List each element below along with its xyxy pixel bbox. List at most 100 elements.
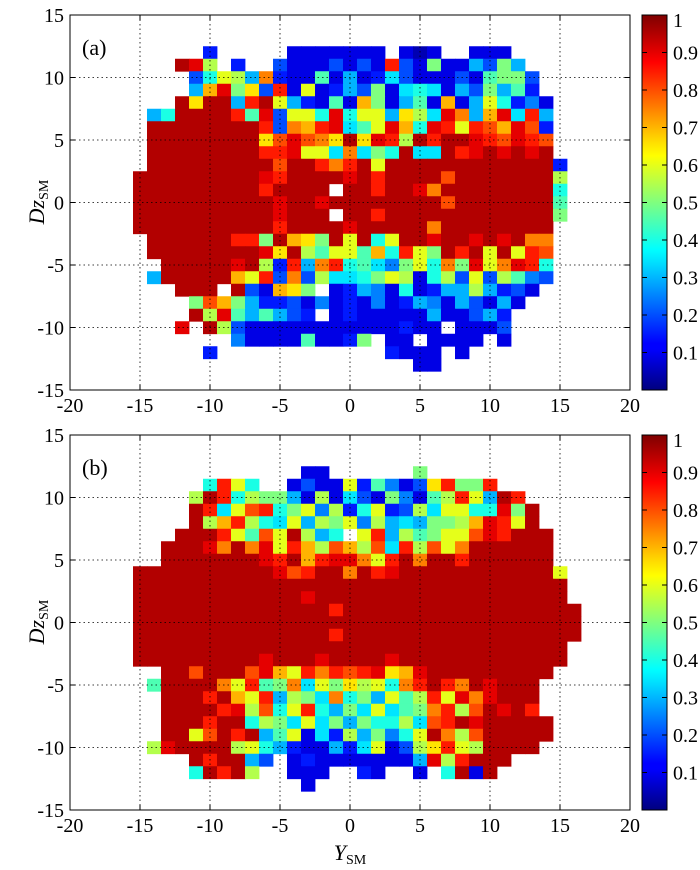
heatmap-cell <box>497 528 512 542</box>
heatmap-cell <box>161 653 176 667</box>
panel-b-label: (b) <box>82 455 108 480</box>
heatmap-cell <box>245 728 260 742</box>
heatmap-cell <box>287 271 302 285</box>
heatmap-cell <box>441 246 456 260</box>
heatmap-cell <box>385 96 400 110</box>
heatmap-cell <box>175 183 190 197</box>
heatmap-cell <box>161 591 176 605</box>
heatmap-cell <box>217 753 232 767</box>
heatmap-cell <box>287 308 302 322</box>
heatmap-cell <box>259 716 274 730</box>
heatmap-cell <box>483 628 498 642</box>
heatmap-cell <box>161 666 176 680</box>
heatmap-cell <box>399 121 414 135</box>
heatmap-cell <box>217 703 232 717</box>
heatmap-cell <box>343 96 358 110</box>
heatmap-cell <box>385 121 400 135</box>
heatmap-cell <box>497 71 512 85</box>
heatmap-cell <box>161 691 176 705</box>
heatmap-cell <box>147 171 162 185</box>
heatmap-cell <box>301 308 316 322</box>
heatmap-cell <box>287 108 302 122</box>
heatmap-cell <box>231 503 246 517</box>
heatmap-cell <box>273 208 288 222</box>
heatmap-cell <box>371 541 386 555</box>
heatmap-cell <box>315 271 330 285</box>
heatmap-cell <box>357 58 372 72</box>
heatmap-cell <box>203 666 218 680</box>
heatmap-cell <box>371 766 386 780</box>
heatmap-cell <box>203 46 218 60</box>
heatmap-cell <box>385 308 400 322</box>
heatmap-cell <box>483 553 498 567</box>
heatmap-cell <box>189 528 204 542</box>
y-tick-label: 10 <box>44 68 64 90</box>
heatmap-cell <box>357 716 372 730</box>
heatmap-cell <box>161 208 176 222</box>
heatmap-cell <box>539 728 554 742</box>
heatmap-cell <box>441 308 456 322</box>
heatmap-cell <box>371 83 386 97</box>
heatmap-cell <box>189 121 204 135</box>
heatmap-cell <box>525 516 540 530</box>
heatmap-cell <box>203 566 218 580</box>
heatmap-cell <box>273 553 288 567</box>
heatmap-cell <box>245 208 260 222</box>
heatmap-cell <box>245 333 260 347</box>
heatmap-cell <box>203 246 218 260</box>
heatmap-cell <box>175 716 190 730</box>
heatmap-cell <box>343 46 358 60</box>
heatmap-cell <box>301 246 316 260</box>
heatmap-cell <box>231 196 246 210</box>
heatmap-cell <box>329 516 344 530</box>
heatmap-cell <box>469 503 484 517</box>
heatmap-cell <box>231 71 246 85</box>
heatmap-cell <box>245 666 260 680</box>
heatmap-cell <box>203 158 218 172</box>
heatmap-cell <box>441 208 456 222</box>
heatmap-cell <box>147 183 162 197</box>
heatmap-cell <box>399 221 414 235</box>
heatmap-cell <box>469 628 484 642</box>
heatmap-cell <box>497 716 512 730</box>
heatmap-cell <box>357 566 372 580</box>
heatmap-cell <box>413 691 428 705</box>
heatmap-cell <box>567 628 582 642</box>
heatmap-cell <box>371 58 386 72</box>
heatmap-cell <box>469 753 484 767</box>
heatmap-cell <box>511 728 526 742</box>
heatmap-cell <box>315 83 330 97</box>
heatmap-cell <box>385 171 400 185</box>
heatmap-cell <box>245 591 260 605</box>
heatmap-cell <box>315 158 330 172</box>
heatmap-cell <box>511 566 526 580</box>
heatmap-cell <box>273 308 288 322</box>
heatmap-cell <box>497 96 512 110</box>
heatmap-cell <box>525 716 540 730</box>
heatmap-cell <box>525 628 540 642</box>
heatmap-cell <box>427 641 442 655</box>
heatmap-cell <box>175 541 190 555</box>
heatmap-cell <box>399 346 414 360</box>
heatmap-cell <box>427 183 442 197</box>
heatmap-cell <box>511 678 526 692</box>
heatmap-cell <box>455 333 470 347</box>
heatmap-cell <box>217 158 232 172</box>
heatmap-cell <box>329 653 344 667</box>
heatmap-cell <box>455 528 470 542</box>
heatmap-cell <box>287 96 302 110</box>
heatmap-cell <box>217 766 232 780</box>
heatmap-cell <box>483 183 498 197</box>
heatmap-cell <box>147 158 162 172</box>
heatmap-cell <box>497 753 512 767</box>
heatmap-cell <box>217 641 232 655</box>
heatmap-cell <box>357 478 372 492</box>
heatmap-cell <box>231 703 246 717</box>
heatmap-cell <box>427 478 442 492</box>
heatmap-cell <box>497 333 512 347</box>
y-tick-label: -5 <box>47 255 64 277</box>
heatmap-cell <box>203 96 218 110</box>
heatmap-cell <box>371 703 386 717</box>
heatmap-cell <box>329 158 344 172</box>
heatmap-cell <box>427 728 442 742</box>
